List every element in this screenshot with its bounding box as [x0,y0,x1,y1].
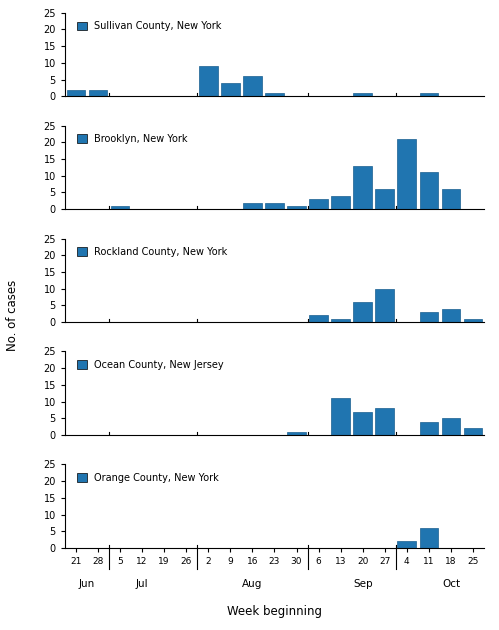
X-axis label: Week beginning: Week beginning [227,605,322,618]
Bar [442,309,460,322]
Bar [375,189,394,209]
Bar [89,89,107,96]
Bar [442,189,460,209]
Bar [420,528,438,548]
Bar [199,66,218,96]
Text: Oct: Oct [442,579,460,588]
Bar [375,408,394,435]
Legend: Sullivan County, New York: Sullivan County, New York [74,18,225,34]
Legend: Ocean County, New Jersey: Ocean County, New Jersey [74,357,227,373]
Bar [464,428,483,435]
Bar [221,83,240,96]
Text: Jun: Jun [79,579,95,588]
Bar [442,418,460,435]
Bar [397,541,416,548]
Bar [331,196,350,209]
Legend: Orange County, New York: Orange County, New York [74,470,222,486]
Text: Jul: Jul [136,579,148,588]
Bar [331,398,350,435]
Text: Aug: Aug [242,579,262,588]
Bar [243,202,262,209]
Bar [375,289,394,322]
Bar [420,93,438,96]
Text: Sep: Sep [353,579,373,588]
Bar [464,319,483,322]
Legend: Brooklyn, New York: Brooklyn, New York [74,131,191,147]
Bar [309,199,328,209]
Bar [353,166,372,209]
Bar [111,206,129,209]
Bar [353,302,372,322]
Bar [66,89,85,96]
Bar [353,93,372,96]
Bar [287,206,306,209]
Text: No. of cases: No. of cases [6,279,19,351]
Bar [265,93,284,96]
Bar [243,76,262,96]
Bar [397,139,416,209]
Bar [353,412,372,435]
Bar [309,316,328,322]
Legend: Rockland County, New York: Rockland County, New York [74,244,231,260]
Bar [420,173,438,209]
Bar [331,319,350,322]
Bar [420,421,438,435]
Bar [420,312,438,322]
Bar [265,202,284,209]
Bar [287,432,306,435]
